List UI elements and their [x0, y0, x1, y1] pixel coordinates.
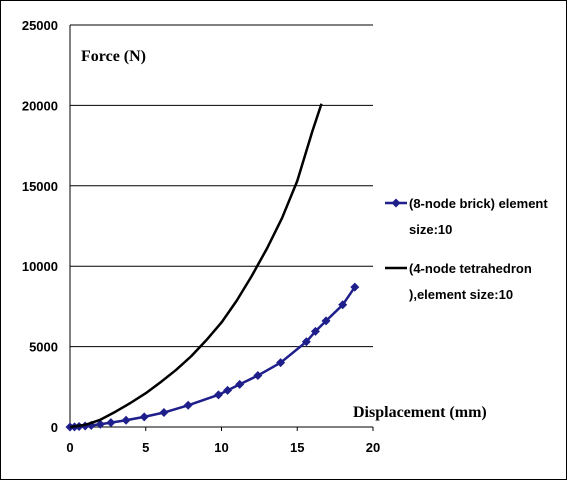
data-point-series0-20 — [350, 282, 360, 292]
legend-marker-0 — [391, 198, 401, 208]
series-line-0 — [69, 286, 356, 429]
y-tick-label-25000: 25000 — [22, 18, 58, 33]
data-point-series0-19 — [338, 300, 348, 310]
x-tick-label-5: 5 — [142, 440, 149, 455]
legend-label-0-1: size:10 — [409, 222, 452, 237]
legend: (8-node brick) element size:10 (4-node tet… — [385, 196, 548, 302]
legend-label-0-0: (8-node brick) element — [409, 196, 548, 211]
data-point-series0-10 — [183, 400, 193, 410]
data-point-series0-13 — [235, 379, 245, 389]
y-tick-label-0: 0 — [51, 420, 58, 435]
data-point-series0-17 — [310, 326, 320, 336]
series-line-1 — [69, 103, 323, 429]
y-tick-label-10000: 10000 — [22, 259, 58, 274]
data-point-series0-12 — [223, 385, 233, 395]
data-point-series0-16 — [301, 337, 311, 347]
x-tick-label-15: 15 — [290, 440, 304, 455]
y-tick-label-20000: 20000 — [22, 98, 58, 113]
y-tick-labels: 0 5000 10000 15000 20000 25000 — [22, 18, 58, 435]
gridlines — [70, 24, 373, 348]
series-layer — [65, 103, 360, 432]
y-axis-title: Force (N) — [81, 48, 146, 65]
data-point-series0-6 — [106, 418, 116, 428]
x-tick-label-20: 20 — [366, 440, 380, 455]
data-point-series0-9 — [159, 408, 169, 418]
data-point-series0-5 — [95, 419, 105, 429]
y-tick-label-15000: 15000 — [22, 179, 58, 194]
x-axis-title: Displacement (mm) — [353, 404, 487, 421]
data-point-series0-14 — [253, 371, 263, 381]
x-tick-label-0: 0 — [66, 440, 73, 455]
legend-label-1-0: (4-node tetrahedron — [409, 261, 532, 276]
x-tick-labels: 0 5 10 15 20 — [66, 440, 380, 455]
data-point-series0-18 — [321, 316, 331, 326]
data-point-series0-15 — [276, 358, 286, 368]
axes — [69, 25, 374, 431]
data-point-series0-7 — [121, 415, 131, 425]
legend-label-1-1: ),element size:10 — [409, 287, 513, 302]
y-tick-label-5000: 5000 — [29, 340, 58, 355]
x-tick-label-10: 10 — [214, 440, 228, 455]
data-point-series0-8 — [139, 412, 149, 422]
data-point-series0-11 — [213, 390, 223, 400]
